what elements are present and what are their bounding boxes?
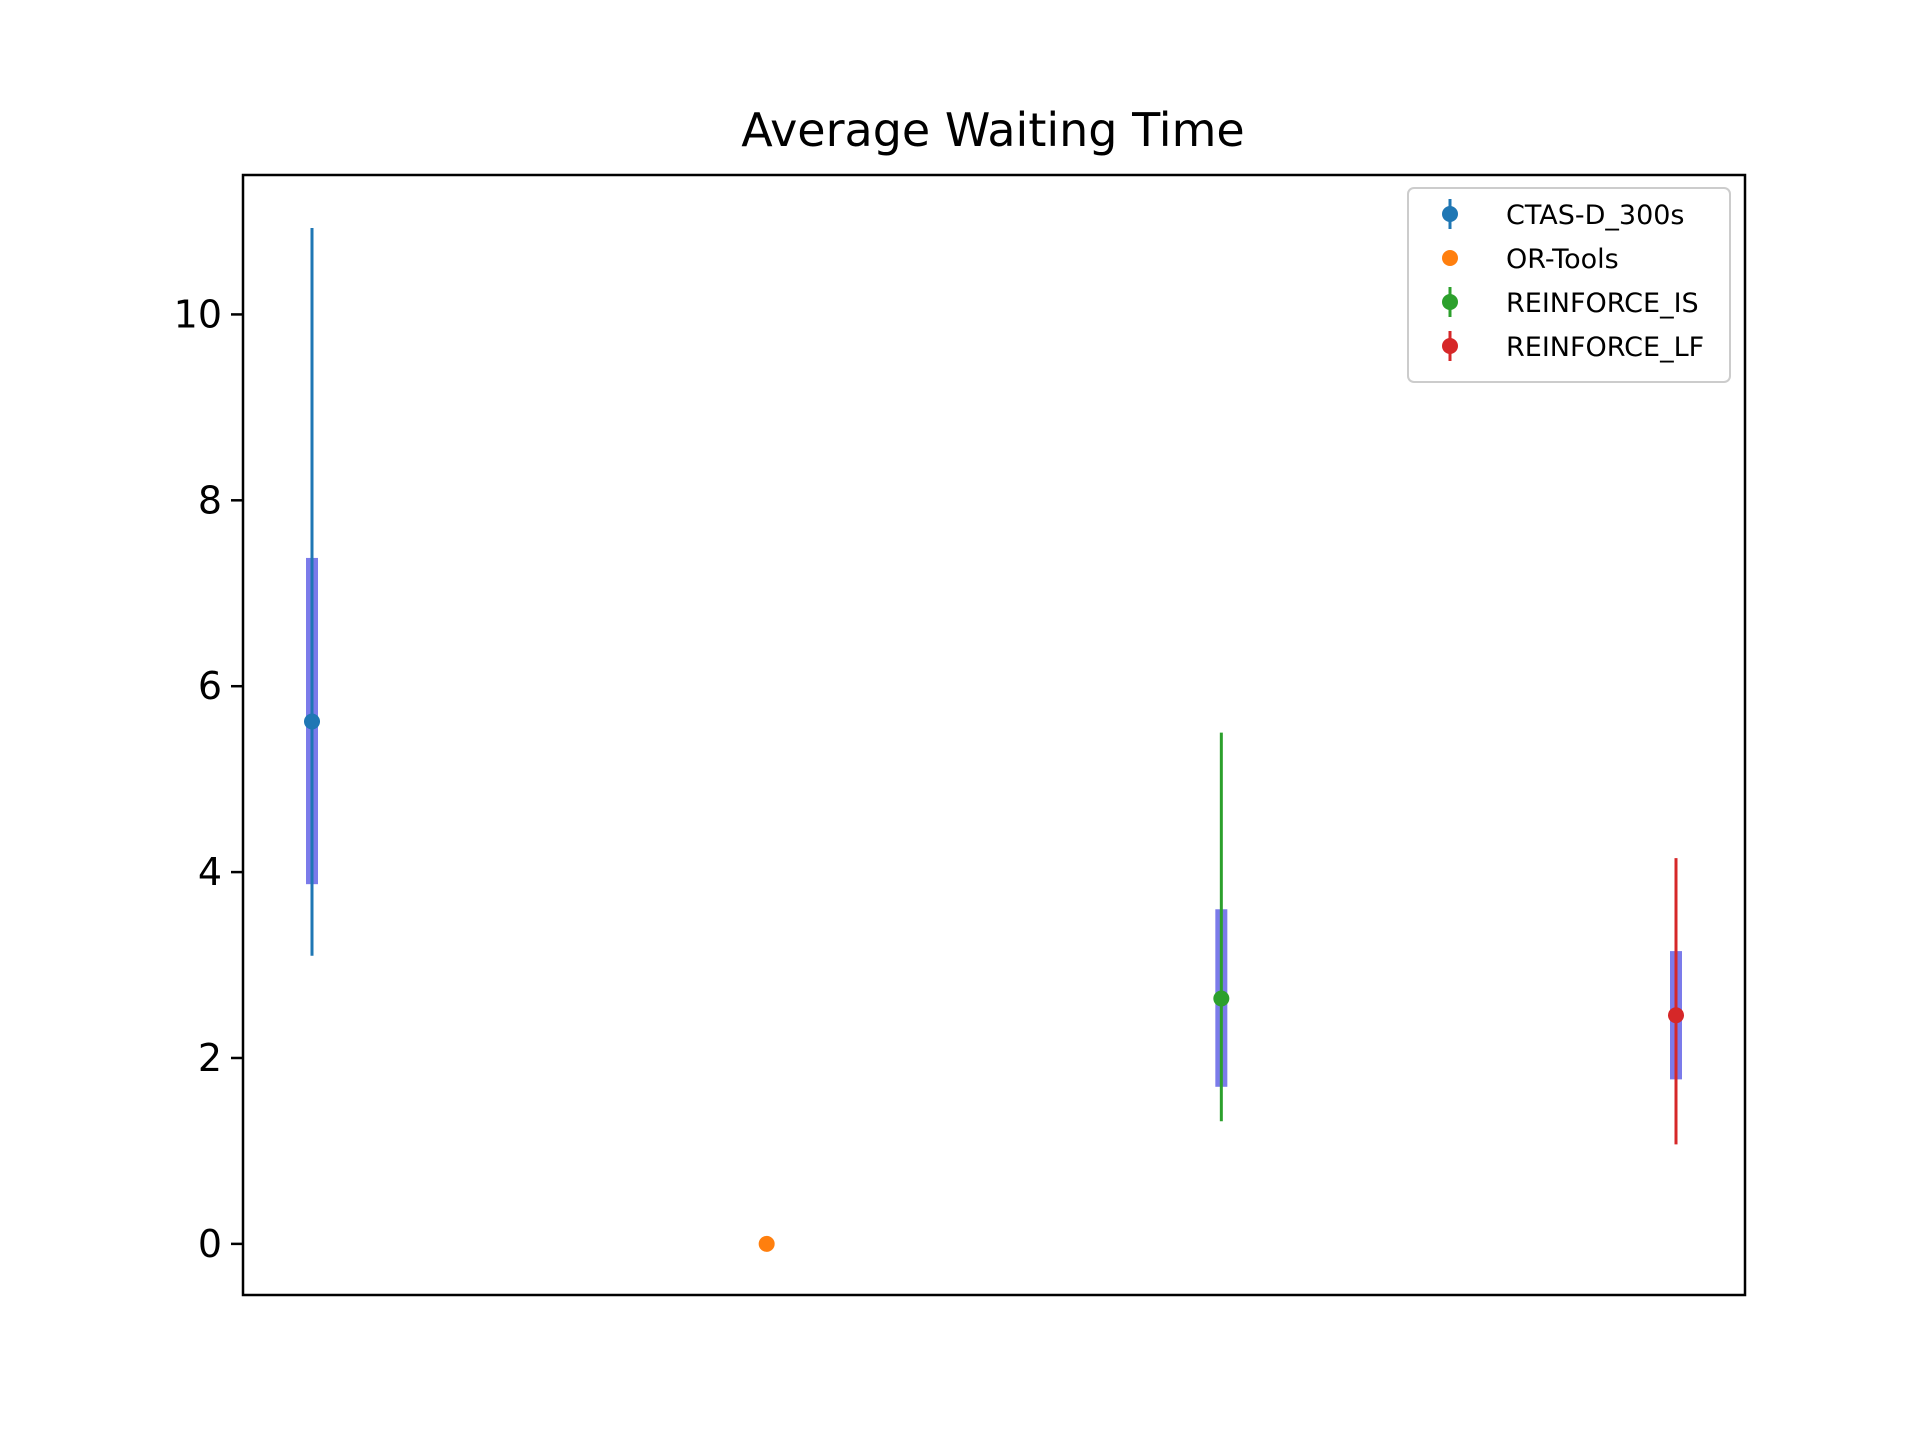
mean-point: [304, 713, 320, 730]
y-tick-label: 4: [198, 850, 222, 894]
legend-entry: REINFORCE_LF: [1442, 331, 1704, 363]
legend-label: REINFORCE_LF: [1506, 332, 1704, 363]
series-3: [1213, 732, 1230, 1122]
plot-marks: [304, 227, 1684, 1252]
y-axis: 0 2 4 6 8 10: [174, 292, 243, 1266]
legend: CTAS-D_300s OR-Tools REINFORCE_IS REINFORCE…: [1407, 187, 1731, 383]
series-2: [758, 1235, 775, 1252]
legend-label: REINFORCE_IS: [1506, 288, 1699, 319]
legend-entry: OR-Tools: [1442, 244, 1619, 275]
mean-point: [1668, 1007, 1684, 1024]
legend-marker: [1442, 338, 1458, 354]
y-tick-label: 0: [198, 1222, 222, 1266]
mean-point: [758, 1235, 775, 1252]
series-1: [304, 227, 320, 956]
legend-box: [1407, 187, 1731, 383]
legend-entry: REINFORCE_IS: [1442, 287, 1699, 319]
legend-label: CTAS-D_300s: [1506, 200, 1685, 231]
legend-marker: [1442, 294, 1458, 310]
legend-marker: [1442, 206, 1458, 222]
y-tick-label: 10: [174, 292, 222, 336]
plot-frame: [241, 173, 1747, 1297]
legend-marker: [1442, 250, 1458, 266]
legend-entry: CTAS-D_300s: [1442, 199, 1685, 231]
mean-point: [1213, 990, 1230, 1007]
y-tick-label: 6: [198, 664, 222, 708]
series-4: [1668, 858, 1684, 1145]
y-tick-label: 8: [198, 478, 222, 522]
chart-title: Average Waiting Time: [741, 103, 1244, 157]
y-tick-label: 2: [198, 1036, 222, 1080]
legend-label: OR-Tools: [1506, 244, 1619, 275]
